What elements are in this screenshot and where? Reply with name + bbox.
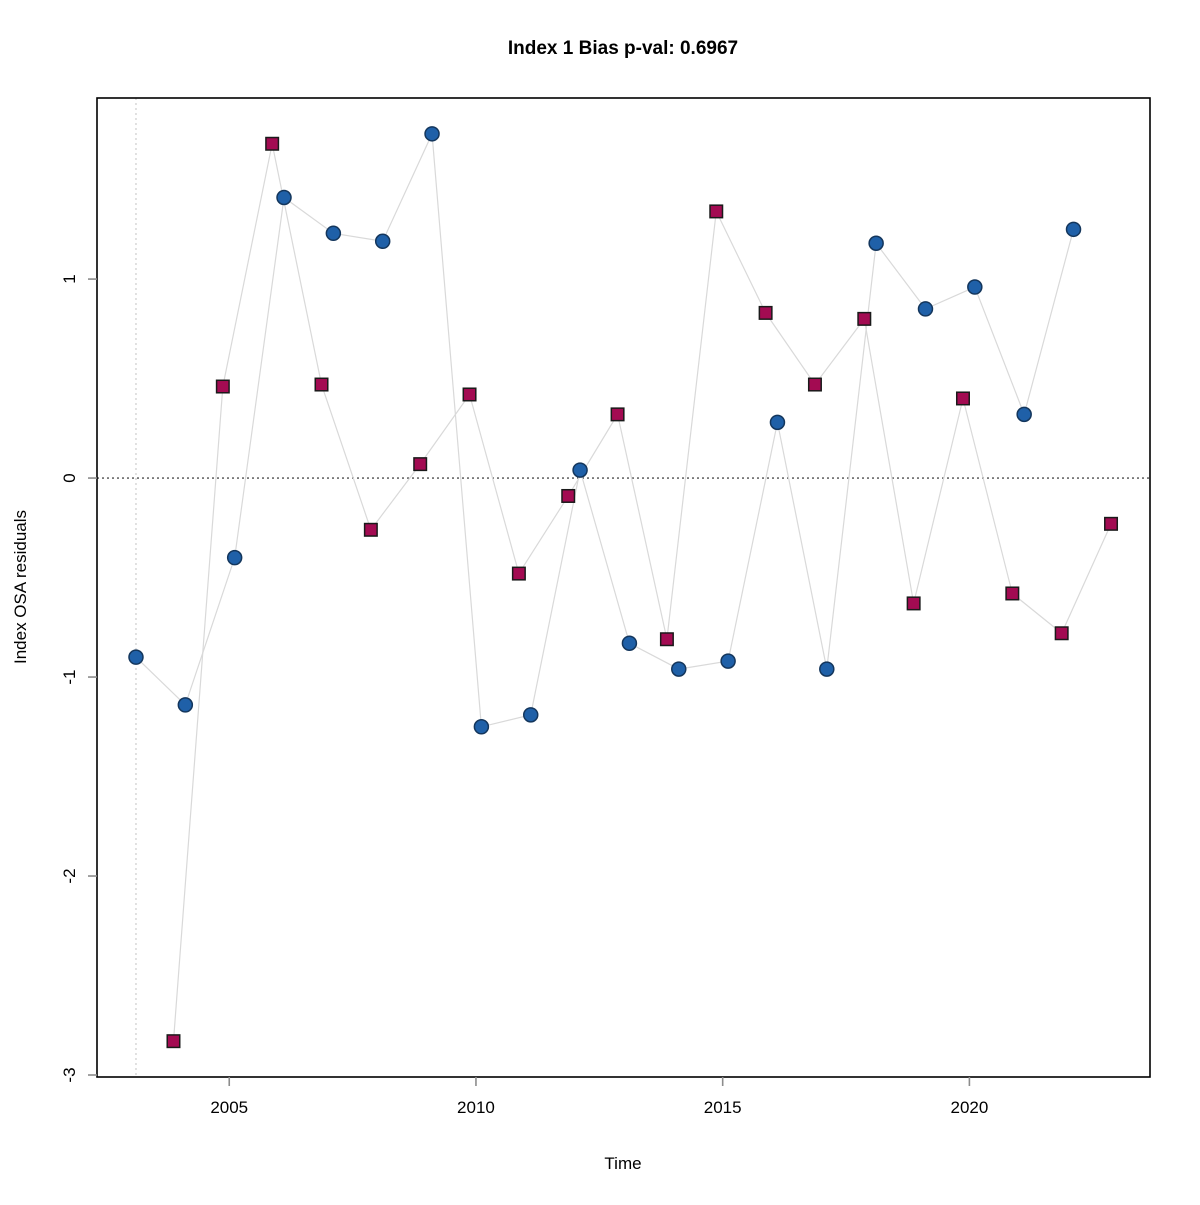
data-point-square: [1104, 516, 1119, 531]
reference-lines: [97, 98, 1150, 1077]
x-axis: 2005 2010 2015 2020: [210, 1077, 988, 1117]
series-connector-lines: [135, 131, 1112, 1042]
y-tick-label: 1: [60, 274, 79, 283]
data-point-circle: [967, 279, 983, 295]
y-tick-label: -3: [60, 1067, 79, 1082]
data-point-square: [413, 457, 428, 472]
y-axis-label: Index OSA residuals: [11, 510, 30, 664]
data-point-circle: [572, 462, 588, 478]
x-tick-label: 2005: [210, 1098, 248, 1117]
data-point-circle: [424, 126, 440, 142]
data-point-square: [363, 522, 378, 537]
data-point-circle: [325, 225, 342, 242]
data-point-circle: [226, 549, 243, 566]
data-point-circle: [374, 233, 391, 250]
data-point-circle: [720, 653, 736, 669]
data-point-circle: [522, 707, 539, 723]
data-point-square: [511, 566, 526, 581]
data-point-circle: [128, 649, 144, 665]
data-point-circle: [177, 697, 194, 713]
data-point-circle: [1065, 221, 1082, 238]
x-tick-label: 2010: [457, 1098, 495, 1117]
data-point-circle: [819, 661, 835, 677]
data-point-circle: [276, 189, 292, 206]
y-tick-label: -2: [60, 868, 79, 883]
x-tick-label: 2020: [950, 1098, 988, 1117]
data-point-square: [758, 305, 773, 320]
data-point-square: [955, 391, 970, 406]
data-point-circle: [917, 301, 934, 317]
data-point-circle: [868, 235, 884, 252]
data-point-circle: [473, 719, 490, 735]
data-point-square: [561, 488, 576, 503]
data-point-square: [314, 377, 329, 392]
data-point-circle: [621, 635, 638, 651]
data-point-square: [610, 407, 625, 422]
index-squares-line: [172, 143, 1112, 1042]
data-point-square: [462, 387, 477, 402]
data-point-circle: [671, 661, 687, 677]
series-points: [128, 126, 1119, 1049]
data-point-square: [659, 632, 674, 647]
data-point-square: [807, 377, 822, 392]
data-point-square: [215, 379, 230, 394]
data-point-square: [1054, 626, 1069, 641]
plot-title: Index 1 Bias p-val: 0.6967: [508, 38, 738, 59]
plot-border: [96, 97, 1151, 1078]
data-point-square: [166, 1034, 181, 1049]
data-point-square: [906, 596, 921, 611]
data-point-square: [1005, 586, 1020, 601]
data-point-square: [709, 204, 724, 219]
data-point-square: [857, 311, 872, 326]
data-point-circle: [1016, 406, 1032, 423]
data-point-square: [265, 136, 280, 151]
x-tick-label: 2015: [704, 1098, 742, 1117]
data-point-circle: [769, 414, 786, 431]
y-tick-label: -1: [60, 669, 79, 684]
index-circles-line: [135, 131, 1075, 728]
x-axis-label: Time: [604, 1154, 641, 1173]
y-tick-label: 0: [60, 473, 79, 482]
y-axis: 1 0 -1 -2 -3: [60, 274, 97, 1083]
